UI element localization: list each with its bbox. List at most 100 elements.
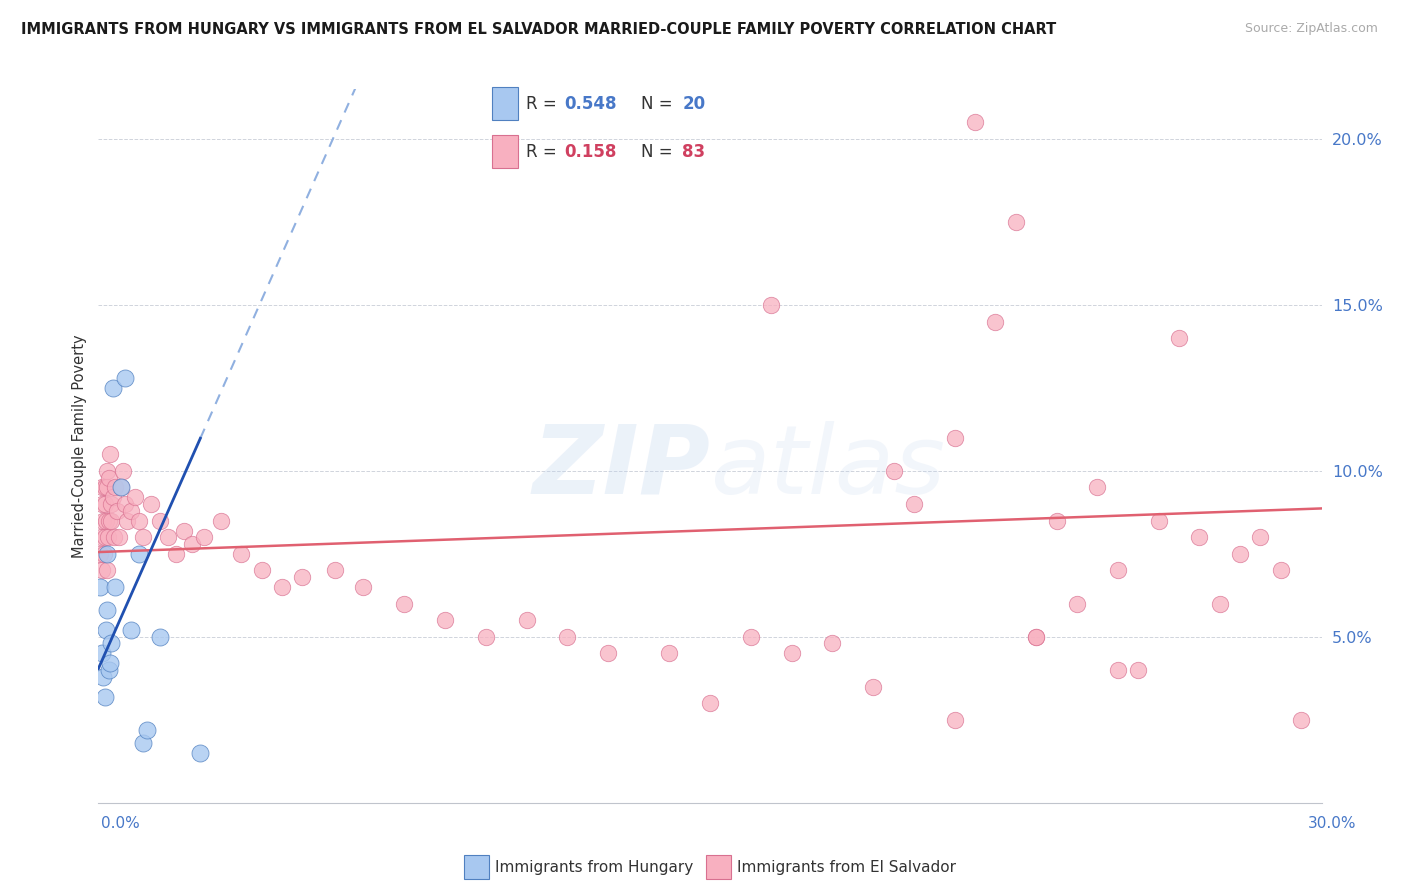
Point [965,115,987,129]
Bar [492,87,517,120]
Point [91,514,114,528]
Point [96,603,118,617]
Point [474,630,498,644]
Point [110,481,132,495]
Point [943,713,966,727]
Point [111,464,134,478]
Point [90,530,112,544]
Point [91,564,114,578]
Point [120,504,142,518]
Point [91,647,114,661]
Point [156,530,179,544]
Text: Source: ZipAtlas.com: Source: ZipAtlas.com [1244,22,1378,36]
Point [1025,630,1047,644]
Point [188,746,212,760]
Text: 0.0%: 0.0% [101,816,141,831]
Point [209,514,232,528]
Point [193,530,215,544]
Y-axis label: Married-Couple Family Poverty: Married-Couple Family Poverty [72,334,87,558]
Point [101,381,124,395]
Point [89,580,111,594]
Point [96,464,118,478]
Point [821,636,844,650]
Point [1085,481,1108,495]
Text: IMMIGRANTS FROM HUNGARY VS IMMIGRANTS FROM EL SALVADOR MARRIED-COUPLE FAMILY POV: IMMIGRANTS FROM HUNGARY VS IMMIGRANTS FR… [21,22,1056,37]
Bar [492,136,517,169]
Point [392,597,416,611]
Point [97,514,120,528]
Point [291,570,314,584]
Point [1147,514,1170,528]
Point [352,580,374,594]
Point [100,497,122,511]
Point [1066,597,1088,611]
Point [100,636,122,650]
Text: N =: N = [641,95,673,113]
Point [94,624,117,638]
Point [149,514,172,528]
Text: 0.548: 0.548 [565,95,617,113]
Point [93,547,115,561]
Point [93,530,115,544]
Text: 83: 83 [682,143,706,161]
Text: atlas: atlas [710,421,945,514]
Point [89,547,111,561]
Point [596,647,619,661]
Point [943,431,966,445]
Point [740,630,762,644]
Point [115,514,138,528]
Point [132,530,155,544]
Point [120,624,142,638]
Point [181,537,204,551]
Point [555,630,579,644]
Point [94,514,117,528]
Text: Immigrants from Hungary: Immigrants from Hungary [495,860,693,874]
Point [124,491,146,505]
Point [98,657,121,671]
Text: 0.158: 0.158 [565,143,617,161]
Point [323,564,346,578]
Point [132,736,155,750]
Point [883,464,905,478]
Point [108,530,131,544]
Text: R =: R = [526,143,557,161]
Point [91,497,114,511]
Point [149,630,172,644]
Point [104,580,127,594]
Point [97,530,120,544]
Point [433,613,456,627]
Text: 30.0%: 30.0% [1309,816,1357,831]
Point [231,547,253,561]
Point [93,481,115,495]
Point [1004,215,1026,229]
Point [658,647,681,661]
Point [780,647,803,661]
Point [759,298,782,312]
Point [96,564,118,578]
Point [96,547,118,561]
Point [98,447,121,461]
Point [96,481,118,495]
Point [101,491,124,505]
Point [1107,663,1129,677]
Point [110,481,132,495]
Point [91,670,114,684]
Point [1025,630,1047,644]
Text: N =: N = [641,143,673,161]
Point [128,547,150,561]
Point [97,470,120,484]
Text: Immigrants from El Salvador: Immigrants from El Salvador [737,860,956,874]
Point [862,680,884,694]
Point [903,497,925,511]
Point [1270,564,1292,578]
Text: ZIP: ZIP [531,421,710,514]
Point [104,481,127,495]
Point [114,497,136,511]
Point [1167,331,1189,345]
Point [136,723,159,737]
Point [1045,514,1069,528]
Point [250,564,273,578]
Point [1249,530,1271,544]
Point [103,530,125,544]
Point [141,497,163,511]
